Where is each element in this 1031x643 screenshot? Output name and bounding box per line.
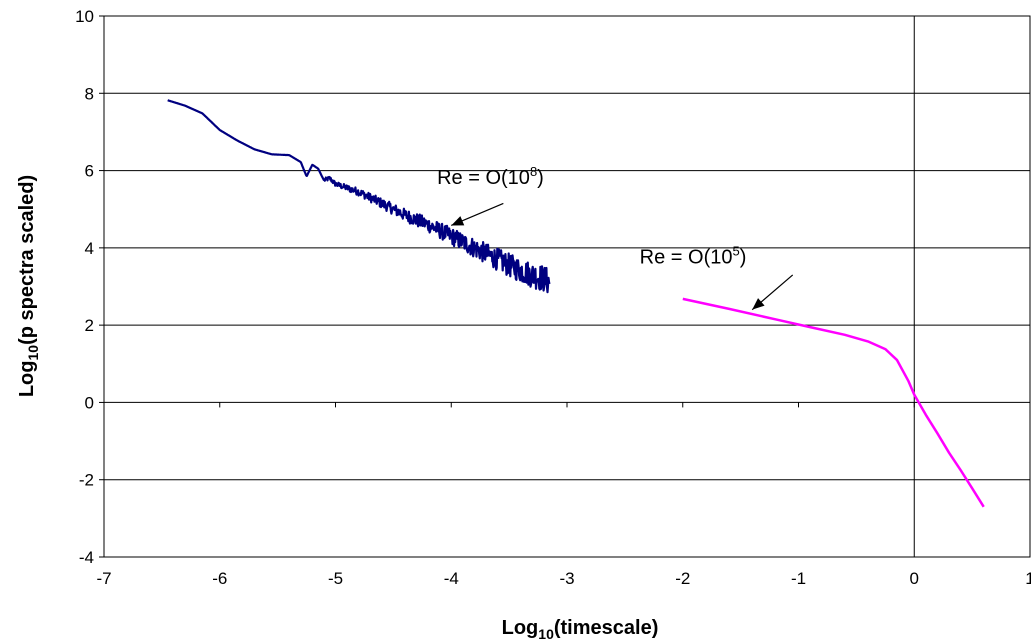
x-tick-label-8: 1	[1025, 569, 1031, 588]
y-tick-label-0: -4	[79, 548, 94, 567]
y-tick-label-7: 10	[75, 7, 94, 26]
y-tick-label-2: 0	[85, 393, 94, 412]
y-tick-label-3: 2	[85, 316, 94, 335]
gridlines	[104, 92, 1030, 481]
annotation-label-0: Re = O(108)	[437, 164, 544, 189]
x-tick-label-6: -1	[791, 569, 806, 588]
annotation-arrowhead-0	[451, 216, 465, 226]
x-tick-label-3: -4	[444, 569, 459, 588]
x-tick-label-4: -3	[559, 569, 574, 588]
x-tick-label-5: -2	[675, 569, 690, 588]
x-tick-label-7: 0	[910, 569, 919, 588]
series-line-1	[682, 297, 985, 508]
x-tick-labels: -7 -6 -5 -4 -3 -2 -1 0 1	[96, 569, 1031, 588]
x-tick-label-1: -6	[212, 569, 227, 588]
x-tick-label-0: -7	[96, 569, 111, 588]
tick-marks	[99, 15, 1031, 558]
annotation-label-1: Re = O(105)	[640, 243, 747, 268]
series-line-0	[167, 99, 551, 294]
y-tick-labels: -4 -2 0 2 4 6 8 10	[75, 7, 94, 567]
plot-area	[103, 15, 1031, 558]
y-axis-title: Log10(p spectra scaled)	[16, 175, 41, 397]
y-tick-label-1: -2	[79, 471, 94, 490]
series-group	[167, 99, 985, 508]
y-tick-label-5: 6	[85, 162, 94, 181]
annotations: Re = O(108) Re = O(105)	[437, 164, 794, 311]
y-tick-label-6: 8	[85, 84, 94, 103]
x-axis-title: Log10(timescale)	[502, 617, 659, 642]
annotation-arrowhead-1	[752, 298, 765, 310]
x-tick-label-2: -5	[328, 569, 343, 588]
y-tick-label-4: 4	[85, 239, 94, 258]
